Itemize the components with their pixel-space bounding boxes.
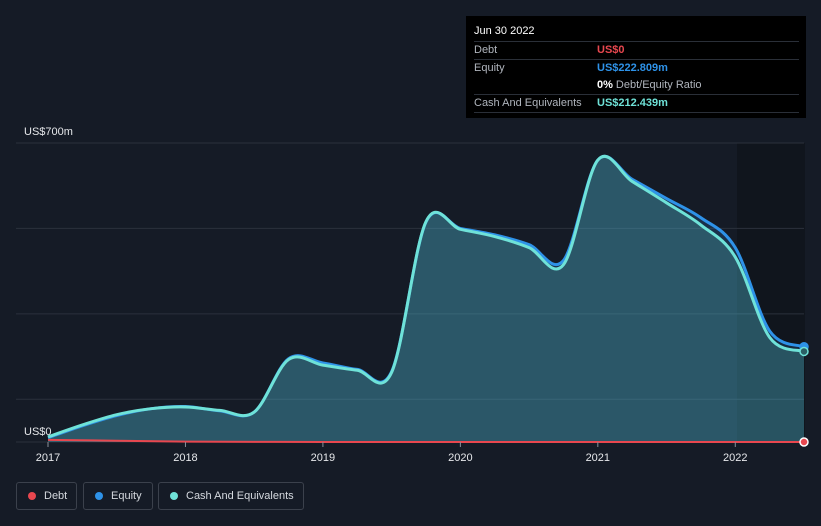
forecast-shade [737,143,805,443]
line-series [47,154,805,444]
tooltip-ratio-label: Debt/Equity Ratio [615,79,702,91]
y-axis-top-label: US$700m [24,126,73,138]
legend-debt-dot [28,492,36,500]
legend-item-cash[interactable]: Cash And Equivalents [158,482,304,510]
x-tick-label-2018: 2018 [173,452,197,464]
tooltip-debt-label: Debt [474,44,498,56]
x-tick-label-2021: 2021 [586,452,610,464]
tooltip-row-cash: Cash And Equivalents US$212.439m [474,94,799,113]
series-endpoints [799,341,809,447]
tooltip-debt-value: US$0 [597,44,625,56]
legend-equity-dot [95,492,103,500]
cash-and-equivalents-endpoint [799,346,809,357]
legend-item-equity[interactable]: Equity [83,482,153,510]
x-tick-label-2019: 2019 [311,452,335,464]
tooltip-row-equity: Equity US$222.809m [474,59,799,77]
tooltip-equity-value: US$222.809m [597,62,668,74]
tooltip-cash-value: US$212.439m [597,97,668,109]
tooltip-date: Jun 30 2022 [474,25,535,37]
cash-and-equivalents-line [47,155,805,439]
tooltip-row-ratio: 0% Debt/Equity Ratio [474,77,799,94]
area-series [48,156,804,443]
legend-debt-label: Debt [44,490,68,502]
debt-line [47,438,804,444]
x-tick-label-2017: 2017 [36,452,60,464]
tooltip-equity-label: Equity [474,62,505,74]
legend-cash-dot [170,492,178,500]
equity-area [48,156,804,442]
x-tick-label-2022: 2022 [723,452,747,464]
cash-and-equivalents-area [48,156,804,443]
legend-equity-label: Equity [111,490,142,502]
legend-item-debt[interactable]: Debt [16,482,77,510]
y-axis-bottom-label: US$0 [24,426,52,438]
debt-endpoint [799,437,809,447]
legend-cash-label: Cash And Equivalents [186,490,294,502]
x-tick-label-2020: 2020 [448,452,472,464]
data-tooltip: Jun 30 2022 Debt US$0 Equity US$222.809m… [466,16,806,118]
x-axis-ticks: 2017 2018 2019 2020 2021 2022 [36,442,748,464]
tooltip-row-debt: Debt US$0 [474,41,799,59]
tooltip-cash-label: Cash And Equivalents [474,97,582,109]
tooltip-ratio-value: 0% [597,79,613,91]
